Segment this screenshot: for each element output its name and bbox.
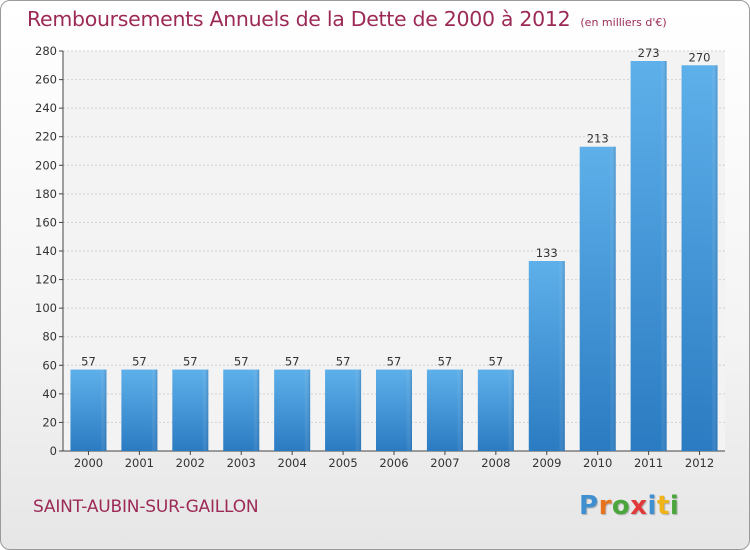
- y-tick-label: 140: [35, 244, 57, 258]
- bar-shade: [660, 61, 667, 451]
- y-tick-label: 40: [42, 387, 57, 401]
- bar-shade: [202, 369, 209, 451]
- y-tick-label: 100: [35, 301, 57, 315]
- bar-shade: [253, 369, 260, 451]
- bar-value-label: 57: [183, 355, 198, 369]
- x-tick-label: 2010: [583, 456, 612, 470]
- logo-letter: P: [579, 491, 599, 521]
- logo-letter: t: [656, 491, 670, 521]
- bar-value-label: 57: [285, 355, 300, 369]
- proxiti-logo: Proxiti: [579, 491, 679, 521]
- y-tick-label: 160: [35, 215, 57, 229]
- bar-shade: [355, 369, 362, 451]
- y-tick-label: 0: [50, 444, 57, 458]
- x-tick-label: 2000: [74, 456, 103, 470]
- x-tick-label: 2008: [481, 456, 510, 470]
- bar-shade: [100, 369, 107, 451]
- bar-shade: [558, 261, 565, 451]
- y-tick-label: 280: [35, 44, 57, 58]
- bar-value-label: 57: [132, 355, 147, 369]
- y-tick-label: 200: [35, 158, 57, 172]
- bar-value-label: 270: [689, 50, 711, 64]
- bar-value-label: 57: [234, 355, 249, 369]
- bar-value-label: 273: [638, 46, 660, 60]
- y-tick-label: 260: [35, 73, 57, 87]
- x-tick-label: 2004: [278, 456, 307, 470]
- logo-letter: x: [630, 491, 648, 521]
- y-tick-label: 240: [35, 101, 57, 115]
- bar-value-label: 133: [536, 246, 558, 260]
- bar-value-label: 57: [387, 355, 402, 369]
- chart-title-text: Remboursements Annuels de la Dette de 20…: [27, 7, 571, 31]
- logo-letter: o: [611, 491, 631, 521]
- x-tick-label: 2001: [125, 456, 154, 470]
- bar-value-label: 57: [489, 355, 504, 369]
- x-tick-label: 2007: [430, 456, 459, 470]
- bar-shade: [406, 369, 412, 451]
- bar-shade: [304, 369, 311, 451]
- logo-letter: i: [647, 491, 657, 521]
- bar-value-label: 57: [438, 355, 453, 369]
- x-tick-label: 2012: [685, 456, 714, 470]
- chart-unit-note: (en milliers d'€): [580, 16, 667, 29]
- logo-letter: r: [598, 491, 612, 521]
- town-name: SAINT-AUBIN-SUR-GAILLON: [33, 497, 259, 517]
- y-tick-label: 20: [42, 415, 57, 429]
- bar-shade: [507, 369, 514, 451]
- bar-value-label: 57: [81, 355, 96, 369]
- x-tick-label: 2006: [379, 456, 408, 470]
- y-tick-label: 180: [35, 187, 57, 201]
- y-tick-label: 220: [35, 130, 57, 144]
- x-tick-label: 2003: [227, 456, 256, 470]
- logo-letter: i: [669, 491, 680, 521]
- y-tick-label: 120: [35, 273, 57, 287]
- bar-shade: [456, 369, 463, 451]
- bar-value-label: 213: [587, 132, 609, 146]
- x-tick-label: 2009: [532, 456, 561, 470]
- x-tick-label: 2002: [176, 456, 205, 470]
- bar-shade: [711, 65, 718, 452]
- y-tick-label: 80: [42, 330, 57, 344]
- bar-shade: [609, 146, 616, 451]
- x-tick-label: 2011: [634, 456, 663, 470]
- chart-title: Remboursements Annuels de la Dette de 20…: [27, 7, 667, 31]
- y-tick-label: 60: [42, 358, 57, 372]
- bar-value-label: 57: [336, 355, 351, 369]
- x-tick-label: 2005: [328, 456, 357, 470]
- bar-shade: [151, 369, 158, 451]
